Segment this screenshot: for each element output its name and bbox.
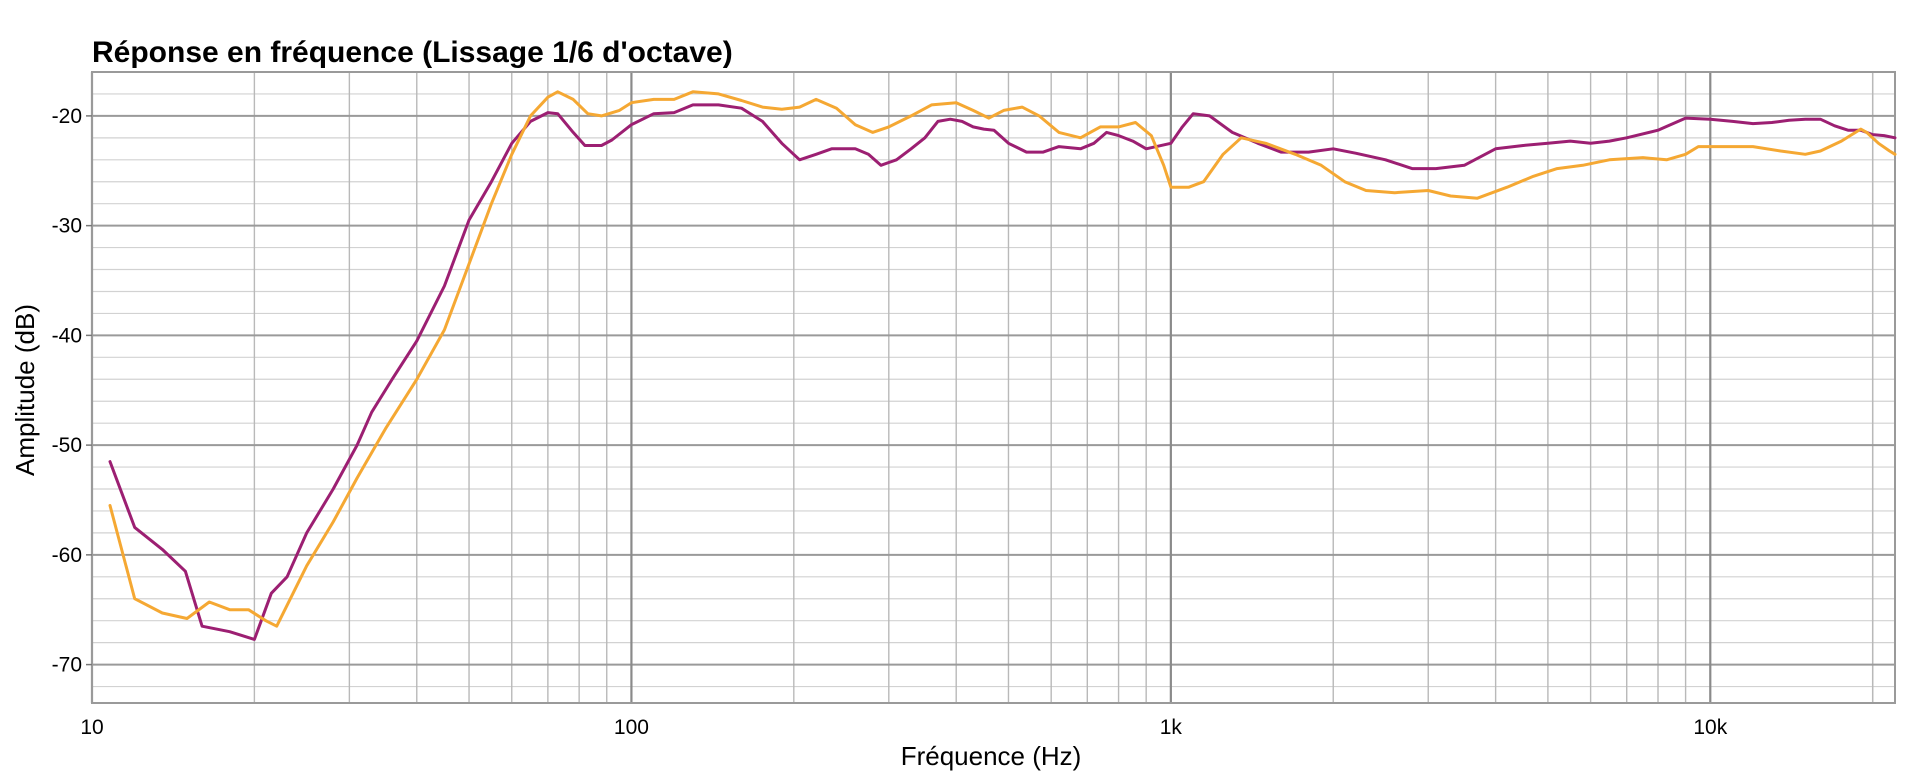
x-axis-label: Fréquence (Hz) [901,741,1082,771]
plot-frame [91,71,1896,704]
chart-title: Réponse en fréquence (Lissage 1/6 d'octa… [92,36,733,69]
series-line-1 [108,103,1897,641]
y-axis-label: Amplitude (dB) [10,304,40,476]
x-axis-ticks: 10 100 1k 10k [80,716,1727,739]
x-tick-label: 10k [1693,716,1727,739]
x-tick-label: 1k [1160,716,1183,739]
y-tick-label: -20 [52,105,82,128]
y-tick-label: -60 [52,544,82,567]
x-tick-label: 100 [614,716,649,739]
series-layer [108,90,1897,641]
major-grid [90,72,1895,703]
minor-grid [92,71,1895,703]
series-line-2 [108,90,1897,628]
y-tick-label: -30 [52,215,82,238]
y-tick-label: -50 [52,434,82,457]
x-tick-label: 10 [80,716,103,739]
y-axis-ticks: -20 -30 -40 -50 -60 -70 [52,105,92,677]
y-tick-label: -40 [52,324,82,347]
y-tick-label: -70 [52,654,82,677]
